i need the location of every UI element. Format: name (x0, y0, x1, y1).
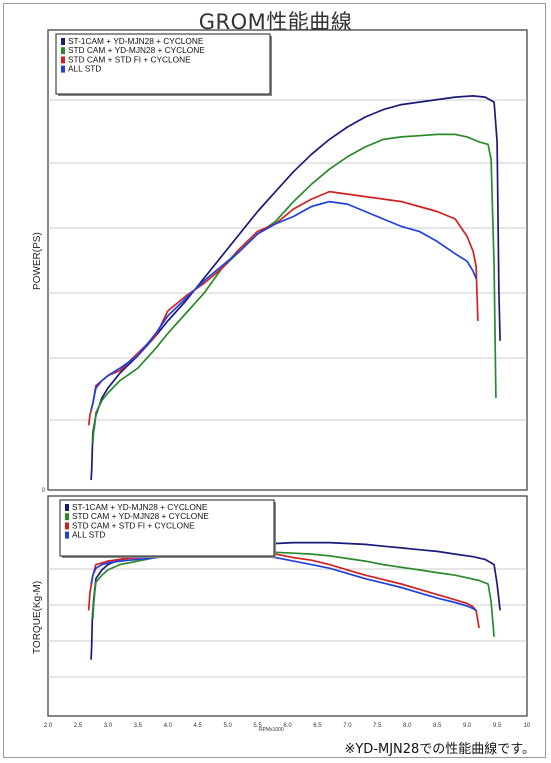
x-tick-label: 8.0 (403, 723, 412, 729)
footnote: ※YD-MJN28での性能曲線です。 (344, 742, 535, 757)
torque-legend-swatch (65, 504, 69, 511)
torque-legend-swatch (65, 513, 69, 521)
torque-legend-label: ALL STD (72, 530, 105, 540)
x-tick-label: 10 (524, 723, 531, 729)
x-tick-label: 4.5 (194, 723, 203, 729)
torque-legend-label: ST-1CAM + YD-MJN28 + CYCLONE (72, 502, 208, 512)
x-tick-label: 2.5 (74, 723, 83, 729)
power-legend-label: STD CAM + YD-MJN28 + CYCLONE (68, 45, 205, 55)
x-tick-label: 5.5 (253, 723, 262, 729)
torque-legend-label: STD CAM + YD-MJN28 + CYCLONE (72, 511, 209, 521)
power-legend-swatch (61, 56, 65, 64)
torque-legend (59, 499, 275, 557)
torque-y-axis-label: TORQUE(Kg-M) (32, 580, 43, 654)
torque-chart: 2.0 2.5 3.0 3.5 4.0 4.5 5.0 5.5 6.0 6.5 7.0 7.5 8.0 8… (44, 495, 531, 729)
x-tick-label: 3.0 (104, 723, 113, 729)
power-series-line-1 (90, 95, 501, 481)
x-tick-label: 9.5 (493, 723, 502, 729)
x-tick-label: 3.5 (134, 723, 143, 729)
x-tick-label: 2.0 (44, 723, 53, 729)
power-y-axis-label: POWER(PS) (32, 232, 43, 290)
x-tick-label: 8.5 (433, 723, 442, 729)
x-tick-label: 9.0 (463, 723, 472, 729)
power-legend-label: ALL STD (68, 64, 101, 74)
x-tick-label: 7.5 (373, 723, 382, 729)
power-legend-label: ST-1CAM + YD-MJN28 + CYCLONE (68, 36, 204, 46)
x-tick-label: 4.0 (164, 723, 173, 729)
power-y-tick-label: 0 (42, 488, 46, 494)
power-legend-swatch (61, 65, 65, 73)
x-tick-label: 7.0 (343, 723, 352, 729)
x-tick-label: 6.0 (283, 723, 292, 729)
power-series-line-4 (90, 200, 477, 411)
power-legend-swatch (61, 38, 65, 45)
power-legend-label: STD CAM + STD FI + CYCLONE (68, 54, 191, 64)
power-legend (55, 33, 271, 95)
x-axis-label: RPMx1000 (259, 727, 284, 733)
x-tick-label: 6.5 (313, 723, 322, 729)
power-plot-area (47, 29, 528, 491)
power-series-line-2 (92, 133, 497, 443)
torque-legend-swatch (65, 522, 69, 530)
power-legend-swatch (61, 47, 65, 55)
outer-frame (3, 3, 546, 758)
x-tick-label: 5.0 (223, 723, 232, 729)
torque-legend-swatch (65, 531, 69, 539)
torque-legend-label: STD CAM + STD FI + CYCLONE (72, 520, 195, 530)
